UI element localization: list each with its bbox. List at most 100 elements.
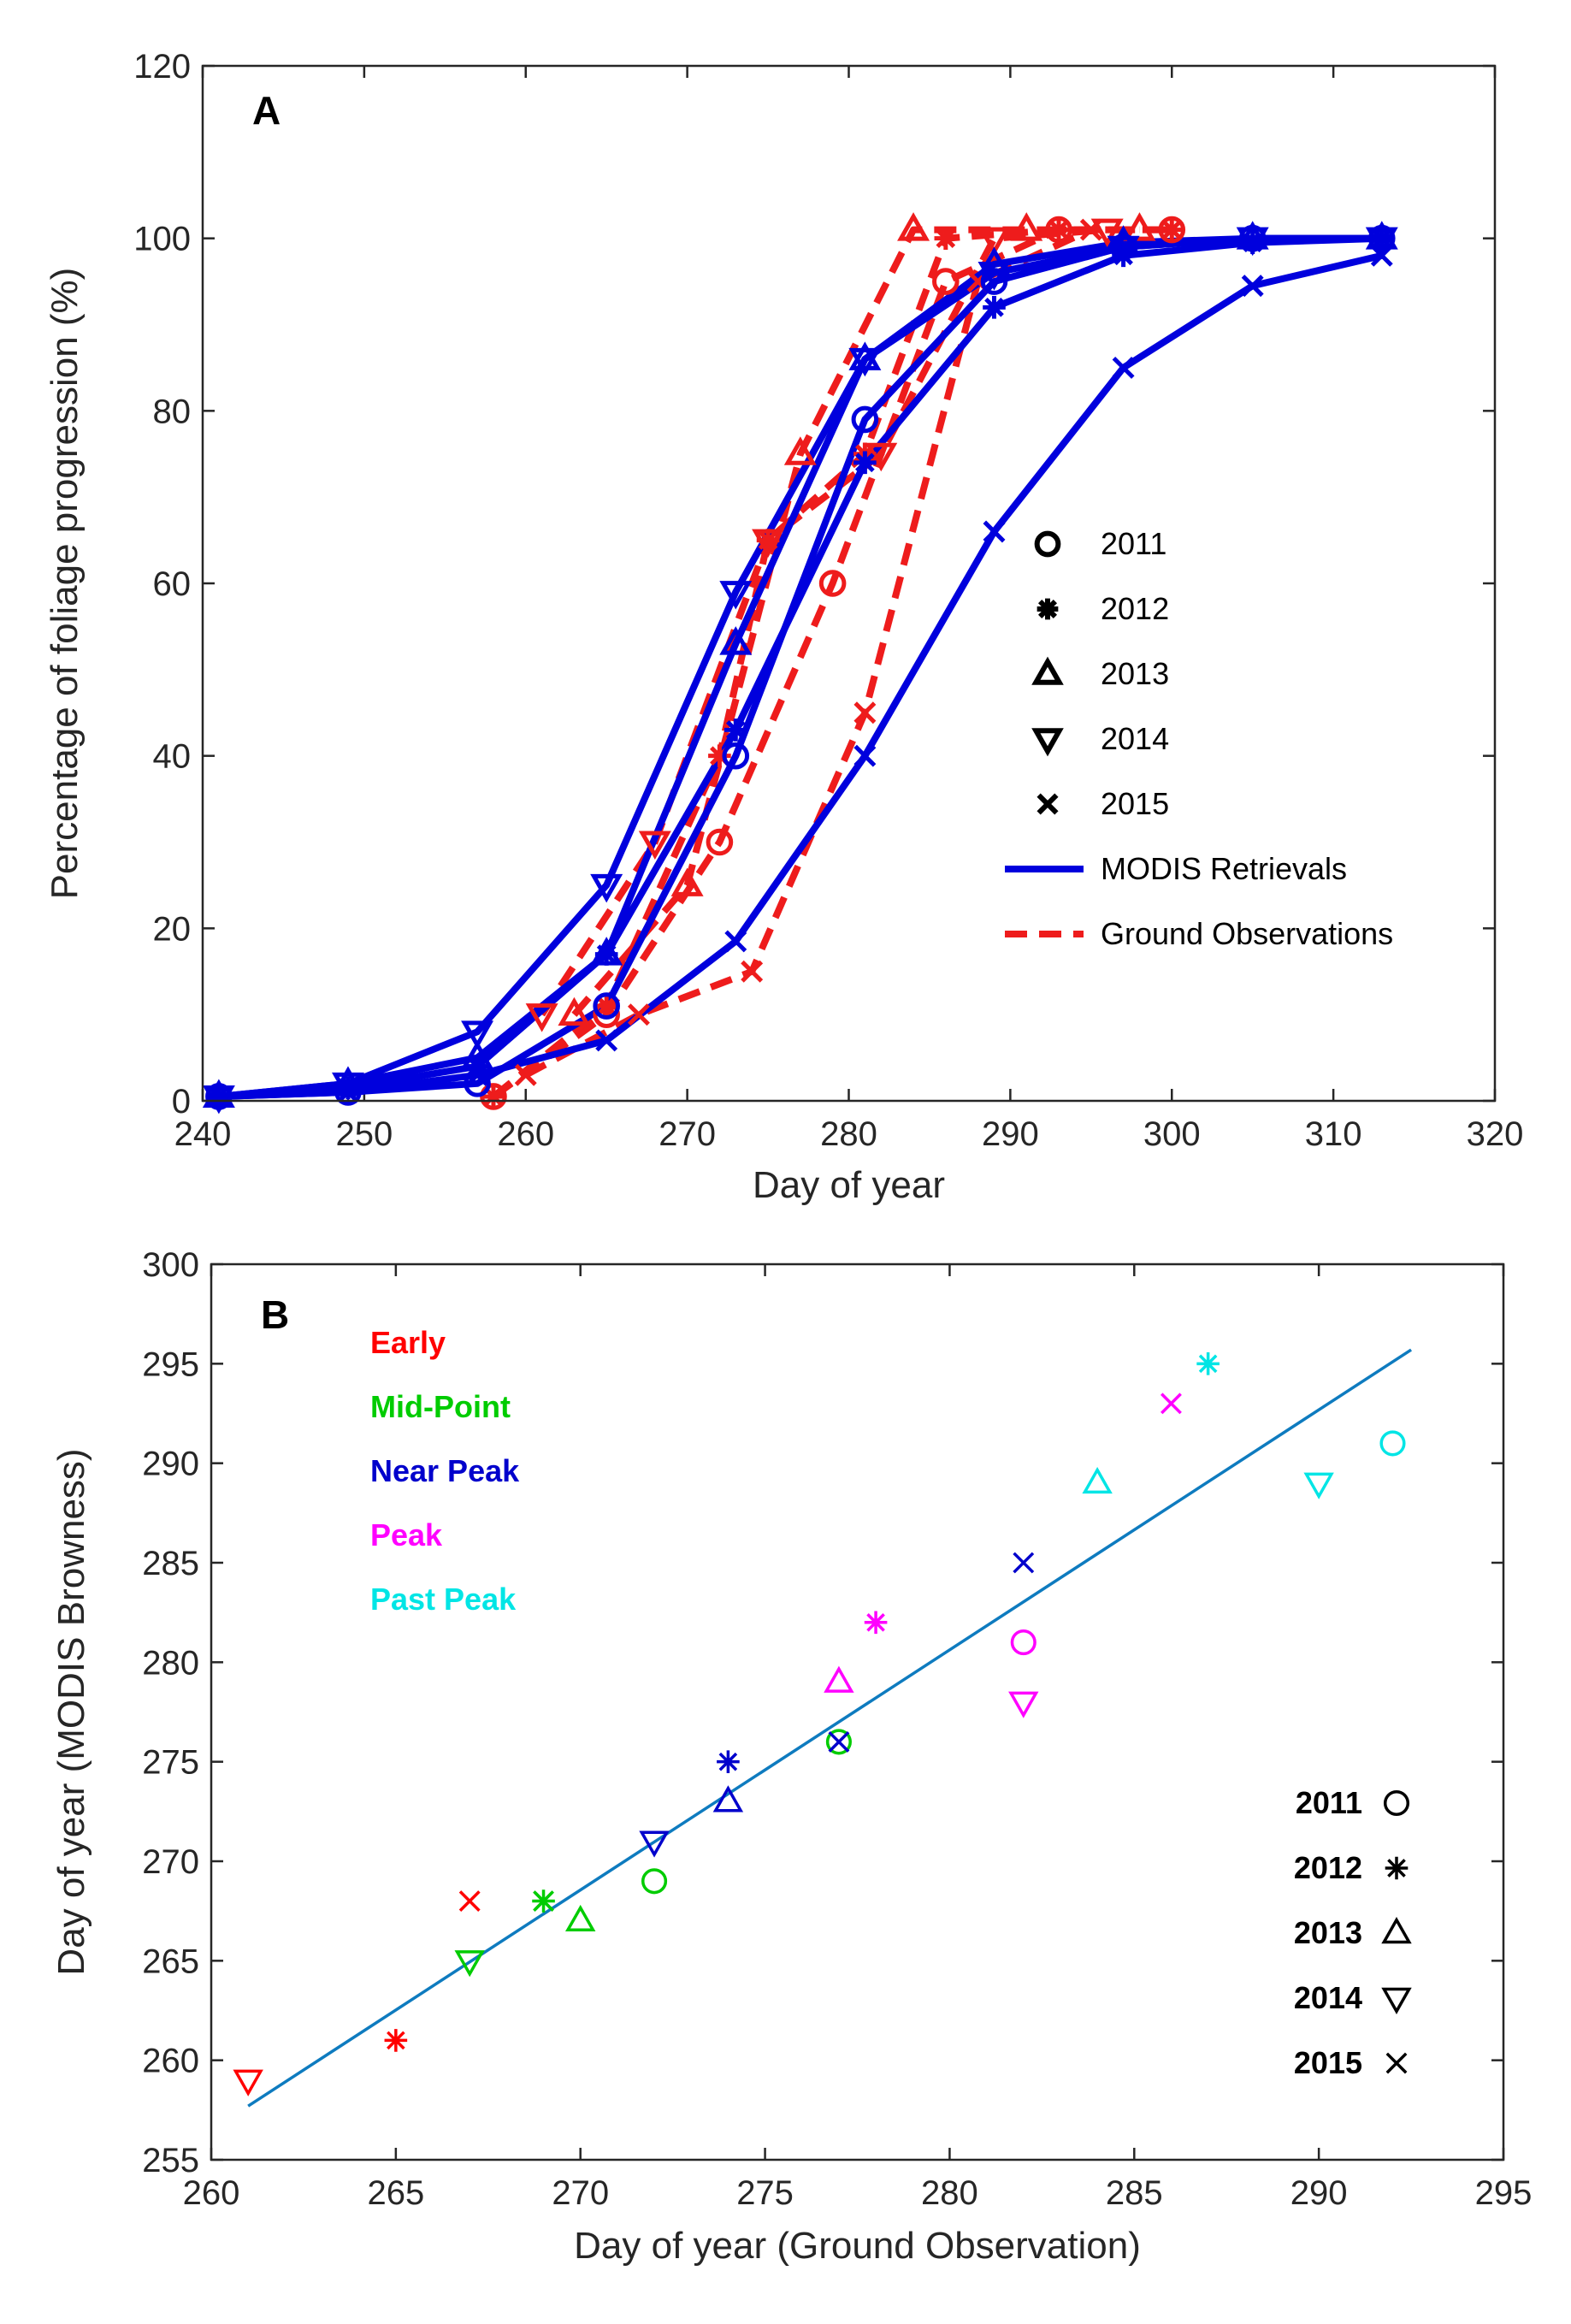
marker-asterisk [717,1750,740,1773]
marker-x [1241,275,1264,298]
x-tick-label: 240 [174,1115,232,1153]
data-point-ground-observations-2011 [932,268,960,295]
marker-x [533,1890,554,1912]
legend-label: 2011 [1101,526,1166,561]
data-point-peak-2013 [824,1665,854,1693]
marker-triangle-up [590,937,623,966]
series-line-ground-observations-2014 [539,226,1108,1017]
category-label-early: Early [370,1325,446,1360]
marker-x [1112,356,1135,379]
marker-asterisk [1112,244,1135,268]
data-point-modis-retrievals-2014 [461,1020,494,1050]
marker-asterisk [594,994,618,1018]
y-tick-label: 60 [153,565,192,603]
marker-triangle-down [865,442,898,472]
data-point-modis-retrievals-2013 [1107,225,1140,254]
marker-x [337,1080,359,1103]
marker-triangle-up [670,867,704,896]
y-tick-label: 295 [142,1345,199,1383]
data-point-ground-observations-2013 [558,996,591,1026]
marker-triangle-up [565,1904,596,1932]
y-tick-label: 270 [142,1843,199,1881]
data-point-modis-retrievals-2015 [853,744,877,767]
data-point-past-2011 [1379,1430,1406,1457]
data-point-ground-observations-2014 [638,831,671,860]
data-point-modis-retrievals-2011 [980,268,1008,295]
panel-b-fit-line [247,1348,1413,2108]
marker-triangle-up [558,996,591,1026]
y-tick-label: 265 [142,1943,199,1980]
x-tick-label: 280 [820,1115,877,1153]
data-point-peak-2014 [1008,1691,1039,1718]
marker-triangle-up [1381,1917,1412,1944]
marker-asterisk [864,1611,888,1635]
data-point-ground-observations-2012 [481,1085,505,1109]
marker-asterisk [481,1085,505,1109]
marker-triangle-down [719,581,753,610]
marker-circle [1010,1629,1037,1656]
data-point-mid-2014 [454,1950,485,1978]
y-tick-label: 20 [153,910,192,948]
x-tick-label: 260 [183,2174,240,2212]
marker-circle [818,570,847,597]
marker-triangle-down [1303,1472,1334,1499]
marker-x [466,1063,489,1086]
year-legend-marker-triangle-up [1381,1917,1412,1944]
legend-entry: 2014 [1031,721,1169,757]
data-point-near-2015 [1013,1552,1035,1574]
y-tick-label: 100 [133,221,191,258]
marker-triangle-up [897,212,930,241]
marker-triangle-down [752,529,785,559]
marker-asterisk [853,451,877,475]
data-point-ground-observations-2015 [1079,218,1102,241]
data-point-modis-retrievals-2011 [593,992,620,1020]
data-point-modis-retrievals-2013 [461,1040,494,1069]
panel-b-points [233,1352,1406,2096]
series-line-modis-retrievals-2012 [218,234,1382,1100]
data-point-ground-observations-2011 [818,570,847,597]
data-point-modis-retrievals-2014 [719,581,753,610]
legend-label: 2014 [1101,721,1169,756]
y-tick-label: 290 [142,1446,199,1483]
panel-a-y-axis-label: Percentage of foliage progression (%) [44,268,86,900]
series-line-modis-retrievals-2011 [218,234,1382,1100]
data-point-past-2012 [1196,1352,1220,1375]
legend-entry: 2012 [1037,591,1169,626]
panel-a-letter: A [252,88,281,133]
x-tick-label: 280 [921,2174,978,2212]
data-point-near-2015 [828,1730,850,1753]
data-point-modis-retrievals-2015 [595,1029,618,1052]
marker-triangle-down [454,1950,485,1978]
marker-circle [1034,530,1061,558]
data-point-modis-retrievals-2012 [1112,244,1135,268]
marker-circle [706,828,734,856]
data-point-modis-retrievals-2012 [594,943,618,966]
marker-asterisk [594,943,618,966]
marker-triangle-down [1365,227,1398,257]
data-point-modis-retrievals-2015 [724,930,747,953]
legend-marker-circle [1034,530,1061,558]
marker-triangle-up [712,1785,744,1812]
marker-triangle-down [233,2069,263,2096]
marker-asterisk [1160,218,1184,241]
marker-circle [1383,1789,1410,1817]
panel-b-letter: B [261,1292,289,1337]
data-point-modis-retrievals-2014 [590,873,623,903]
x-tick-label: 285 [1106,2174,1163,2212]
marker-triangle-up [1010,212,1043,241]
marker-asterisk [336,1076,360,1100]
marker-triangle-up [824,1665,854,1693]
panel-a-ticks: 240 250 260 270 280 290 300 310 320 0 20 40 60 80 100 1… [133,48,1523,1153]
y-tick-label: 0 [172,1083,191,1121]
panel-a-legend: 2011 2012 2013 2014 2015 MODIS Retrievals Grou… [1005,526,1393,951]
data-point-past-2013 [1082,1466,1113,1494]
marker-x [983,520,1006,543]
year-legend-label: 2013 [1294,1915,1362,1950]
y-tick-label: 260 [142,2043,199,2080]
data-point-near-2012 [717,1750,740,1773]
marker-triangle-down [1107,235,1140,265]
y-tick-label: 275 [142,1744,199,1782]
year-legend-marker-circle [1383,1789,1410,1817]
x-tick-label: 265 [367,2174,424,2212]
panel-b-category-legend: Early Mid-Point Near Peak Peak Past Peak [370,1325,520,1617]
